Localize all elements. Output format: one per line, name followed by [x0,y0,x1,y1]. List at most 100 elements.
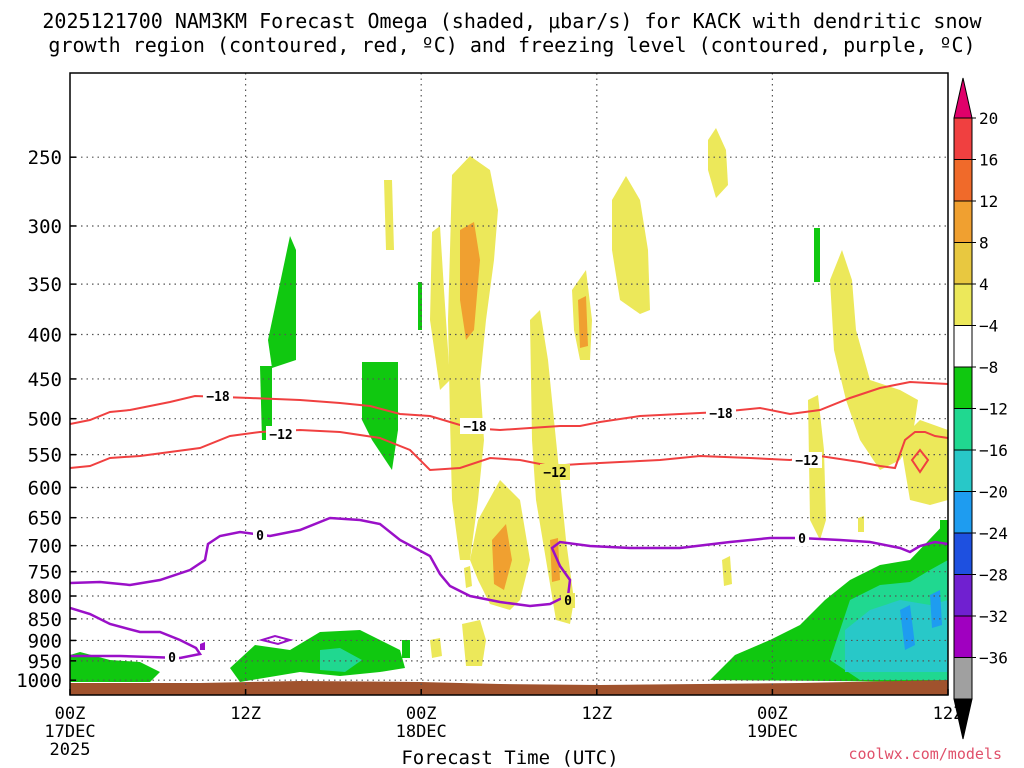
y-tick-label: 250 [28,147,62,169]
omega-cell-yellow [430,226,450,390]
contour-freezing-level-dot [200,642,205,650]
y-tick-label: 600 [28,477,62,499]
y-tick-label: 800 [28,586,62,608]
contour-label-zero: 0 [168,651,176,666]
colorbar-swatch [953,449,973,492]
x-tick-date: 17DEC [44,722,95,742]
y-tick-label: 950 [28,651,62,673]
omega-cell-green [418,282,422,330]
contour-labels: −18 −18 −18 −12 −12 −12 0 0 0 0 [165,388,822,666]
x-tick-label: 12Z [230,704,261,724]
colorbar-label: −4 [979,317,998,336]
colorbar-swatch [953,283,973,326]
omega-cell-green [402,640,410,658]
contour-freezing-level-blob [258,634,294,646]
plot-frame [69,72,949,696]
contour-dgz-closed [910,448,930,474]
y-tick-label: 500 [28,409,62,431]
omega-cell-cyan [845,600,948,672]
omega-cell-yellow [462,620,486,666]
colorbar-swatch [953,532,973,575]
colorbar-label: 4 [979,275,989,294]
x-tick-date: 18DEC [396,722,447,742]
surface-ground [70,680,948,695]
x-tick-label: 00Z [406,704,437,724]
omega-cell-yellow [900,420,948,505]
colorbar-bottom-arrow [953,698,973,740]
x-tick-label: 12Z [581,704,612,724]
omega-cell-gold [460,222,480,340]
y-tick-label: 400 [28,325,62,347]
contour-label-zero: 0 [564,594,572,609]
colorbar-label: −24 [979,524,1008,543]
contour-freezing-level-low [70,606,203,660]
colorbar-swatch [953,491,973,534]
x-tick-year: 2025 [50,740,91,760]
credit-text: coolwx.com/models [848,745,1002,763]
omega-cell-yellow [384,180,394,250]
colorbar-label: −36 [979,649,1008,668]
omega-cell-green [260,366,272,440]
y-tick-label: 1000 [16,670,62,692]
omega-cell-green [362,362,398,470]
colorbar-swatch [953,657,973,700]
omega-cell-green [814,228,820,282]
colorbar-swatch [953,574,973,617]
omega-cell-gold [578,296,588,348]
y-tick-label: 850 [28,609,62,631]
omega-cell-yellow [830,250,918,470]
omega-cell-yellow [612,176,650,314]
contour-dgz-minus18 [70,380,948,432]
contour-label-minus18: −18 [463,420,487,435]
colorbar-swatch [953,117,973,160]
omega-cell-green [940,520,948,540]
colorbar-label: −32 [979,607,1008,626]
x-tick-date: 19DEC [747,722,798,742]
contour-label-zero: 0 [798,532,806,547]
chart-title-line1: 2025121700 NAM3KM Forecast Omega (shaded… [42,9,982,33]
omega-shading [70,128,948,682]
y-tick-label: 450 [28,369,62,391]
y-tick-label: 700 [28,536,62,558]
omega-cell-gold [492,524,512,590]
colorbar-label: −12 [979,400,1008,419]
x-gridlines [245,73,774,695]
x-tick-label: 00Z [55,704,86,724]
y-tick-label: 300 [28,216,62,238]
colorbar-swatch [953,159,973,202]
colorbar-label: −8 [979,358,998,377]
contour-label-minus12: −12 [795,454,818,469]
omega-cell-teal [320,648,362,672]
x-tick-label: 00Z [757,704,788,724]
contour-label-minus12: −12 [543,466,566,481]
omega-cell-yellow [858,516,864,532]
omega-cell-green [70,652,160,682]
colorbar-swatch [953,366,973,409]
y-axis-ticks: 2503003504004505005506006507007508008509… [16,147,76,692]
y-tick-label: 550 [28,445,62,467]
colorbar-label: −28 [979,566,1008,585]
colorbar-top-arrow [953,77,973,119]
contour-label-minus12: −12 [269,428,292,443]
y-tick-label: 900 [28,630,62,652]
colorbar-label: 8 [979,234,989,253]
colorbar-swatch [953,200,973,243]
contour-freezing-level-main [70,516,948,608]
colorbar-label: −20 [979,483,1008,502]
colorbar-label: 20 [979,109,998,128]
colorbar-label: −16 [979,441,1008,460]
colorbar-swatch [953,242,973,285]
contour-dgz-minus12 [70,428,948,472]
colorbar-label: 12 [979,192,998,211]
omega-cell-yellow [722,556,732,586]
omega-cell-yellow [430,638,442,658]
x-axis-label: Forecast Time (UTC) [401,747,618,768]
colorbar-swatch [953,325,973,368]
contour-label-minus18: −18 [206,390,230,405]
contour-label-zero: 0 [256,529,264,544]
chart-title-line2: growth region (contoured, red, ºC) and f… [48,33,975,57]
omega-cell-blue [900,605,915,650]
y-tick-label: 650 [28,508,62,530]
